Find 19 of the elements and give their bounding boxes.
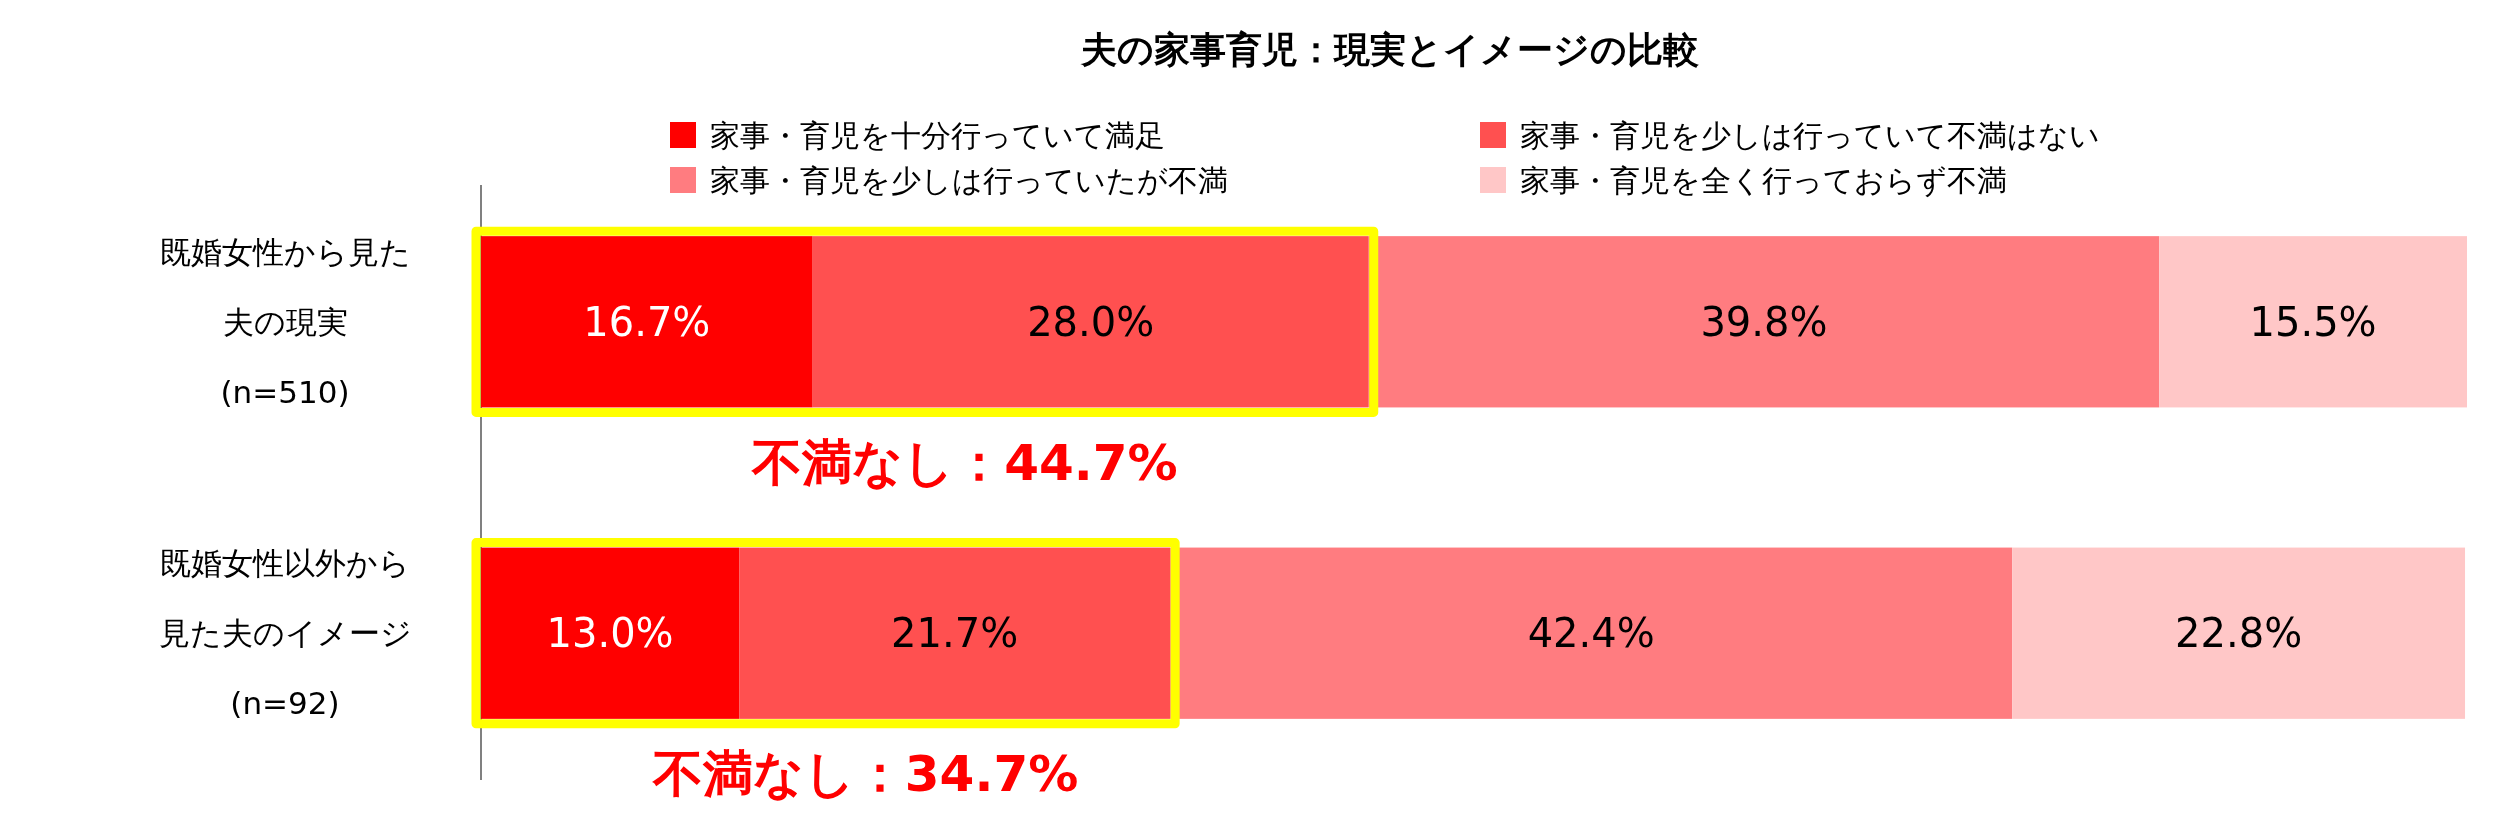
data-label: 39.8% <box>1700 298 1828 345</box>
legend-label: 家事・育児を少しは行っていたが不満 <box>710 162 1228 198</box>
data-label: 22.8% <box>2175 610 2303 657</box>
legend-label: 家事・育児を少しは行っていて不満はない <box>1520 117 2100 153</box>
chart-title: 夫の家事育児：現実とイメージの比較 <box>1080 29 1699 70</box>
annotation: 不満なし：34.7% <box>651 745 1079 804</box>
legend-label: 家事・育児を全く行っておらず不満 <box>1520 162 2007 198</box>
data-label: 15.5% <box>2249 298 2377 345</box>
data-label: 28.0% <box>1027 298 1155 345</box>
bar <box>2159 236 2467 408</box>
y-tick-label: 既婚女性以外から見た夫のイメージ(n=92) <box>158 545 412 722</box>
y-tick-label: 既婚女性から見た夫の現実(n=510) <box>159 233 411 410</box>
bar <box>2012 547 2466 719</box>
legend-label: 家事・育児を十分行っていて満足 <box>710 117 1165 153</box>
annotation: 不満なし：44.7% <box>751 433 1178 492</box>
data-label: 13.0% <box>546 610 674 657</box>
data-label: 42.4% <box>1527 610 1655 657</box>
data-label: 21.7% <box>891 610 1019 657</box>
data-label: 16.7% <box>583 298 711 345</box>
